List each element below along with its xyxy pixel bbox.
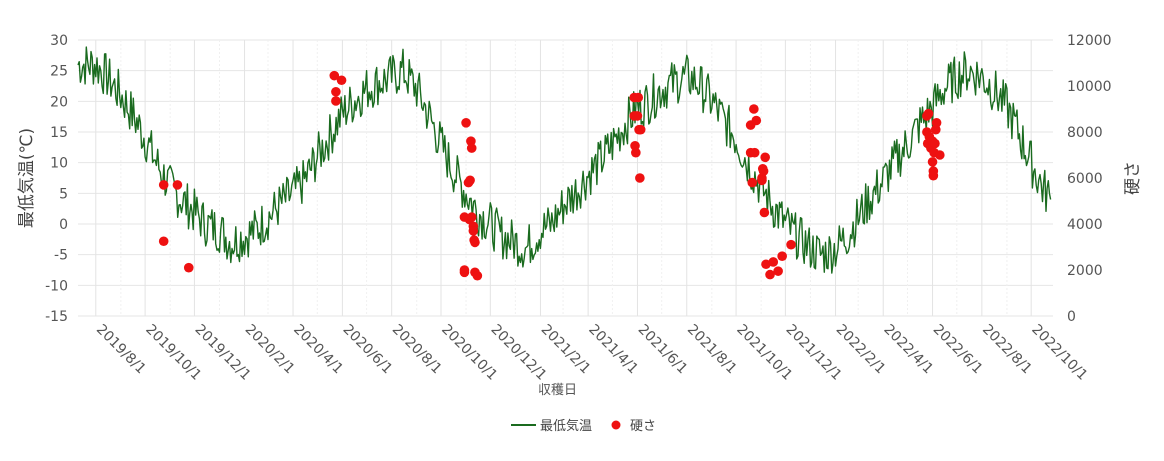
- y-right-tick-label: 2000: [1067, 263, 1103, 279]
- y-axis-right-title: 硬さ: [1123, 161, 1143, 195]
- hardness-point: [329, 70, 340, 81]
- hardness-point: [928, 170, 939, 181]
- hardness-point: [633, 92, 644, 103]
- x-tick-label: 2022/6/1: [930, 322, 986, 378]
- hardness-point: [472, 270, 483, 281]
- x-tick-label: 2022/8/1: [979, 322, 1035, 378]
- hardness-point: [183, 262, 194, 273]
- hardness-point: [468, 226, 479, 236]
- legend-label-hardness: 硬さ: [630, 419, 656, 434]
- hardness-point: [935, 150, 945, 160]
- hardness-point: [466, 143, 477, 153]
- y-right-tick-label: 8000: [1067, 125, 1103, 141]
- hardness-point: [930, 138, 940, 149]
- hardness-point: [786, 239, 796, 250]
- legend-label-temperature: 最低気温: [540, 418, 592, 434]
- hardness-point: [751, 115, 762, 126]
- hardness-point: [757, 175, 767, 186]
- hardness-point: [465, 175, 475, 186]
- y-right-tick-label: 0: [1067, 309, 1076, 325]
- x-tick-label: 2021/4/1: [585, 322, 641, 378]
- y-left-tick-label: -15: [45, 309, 68, 325]
- hardness-point: [459, 267, 470, 278]
- x-axis-title: 収穫日: [538, 383, 577, 398]
- hardness-point: [749, 104, 759, 114]
- x-tick-label: 2020/8/1: [389, 322, 445, 378]
- hardness-point: [923, 108, 934, 119]
- hardness-point: [172, 180, 183, 190]
- x-tick-label: 2019/8/1: [93, 322, 149, 378]
- hardness-point: [331, 86, 341, 97]
- y-left-tick-label: 25: [50, 64, 68, 80]
- x-tick-label: 2022/4/1: [880, 322, 936, 378]
- hardness-point: [461, 118, 471, 128]
- hardness-point: [931, 118, 942, 128]
- y-left-tick-label: 15: [50, 125, 68, 141]
- y-left-tick-label: 5: [59, 186, 68, 202]
- hardness-point: [773, 266, 783, 276]
- y-axis-left-title: 最低気温(℃): [17, 128, 37, 228]
- x-tick-label: 2021/6/1: [635, 322, 691, 378]
- y-left-tick-label: 30: [50, 33, 68, 49]
- x-tick-label: 2021/8/1: [684, 322, 740, 378]
- series-layer: [77, 46, 1052, 281]
- y-right-tick-label: 12000: [1067, 33, 1112, 49]
- hardness-point: [758, 166, 769, 176]
- hardness-point: [760, 152, 770, 163]
- hardness-point: [158, 180, 169, 190]
- y-left-tick-label: 10: [50, 156, 68, 172]
- axes: 最低気温(℃) 硬さ 収穫日 30 25 20 15 10 5 0 -5 -10 -15 12000…: [17, 33, 1143, 398]
- grid: [78, 39, 1053, 317]
- hardness-point: [761, 259, 771, 270]
- hardness-point: [331, 96, 341, 106]
- hardness-point: [635, 173, 645, 183]
- hardness-point: [765, 269, 775, 280]
- y-left-tick-label: 0: [59, 217, 68, 233]
- legend: 最低気温 硬さ: [511, 418, 656, 434]
- hardness-point: [632, 111, 643, 121]
- hardness-point: [747, 177, 758, 188]
- hardness-point: [635, 124, 646, 135]
- hardness-point: [470, 237, 480, 248]
- y-right-tick-label: 6000: [1067, 171, 1103, 187]
- hardness-point: [158, 236, 169, 247]
- y-right-tick-label: 4000: [1067, 217, 1103, 233]
- hardness-point: [631, 147, 641, 158]
- hardness-point: [768, 257, 779, 267]
- y-left-tick-label: -10: [45, 278, 68, 294]
- x-tick-label: 2020/6/1: [340, 322, 396, 378]
- hardness-point: [759, 207, 770, 218]
- y-left-tick-label: 20: [50, 94, 68, 110]
- hardness-point: [927, 157, 938, 167]
- legend-swatch-dot: [611, 420, 621, 430]
- x-tick-label: 2020/4/1: [290, 322, 346, 378]
- y-right-tick-label: 10000: [1067, 79, 1112, 95]
- hardness-point: [777, 251, 787, 261]
- hardness-point: [336, 75, 347, 86]
- hardness-point: [466, 212, 477, 222]
- temperature-line: [77, 46, 1052, 274]
- y-left-tick-label: -5: [54, 248, 68, 264]
- x-tick-label: 2022/10/1: [1028, 322, 1090, 384]
- hardness-point: [749, 147, 760, 158]
